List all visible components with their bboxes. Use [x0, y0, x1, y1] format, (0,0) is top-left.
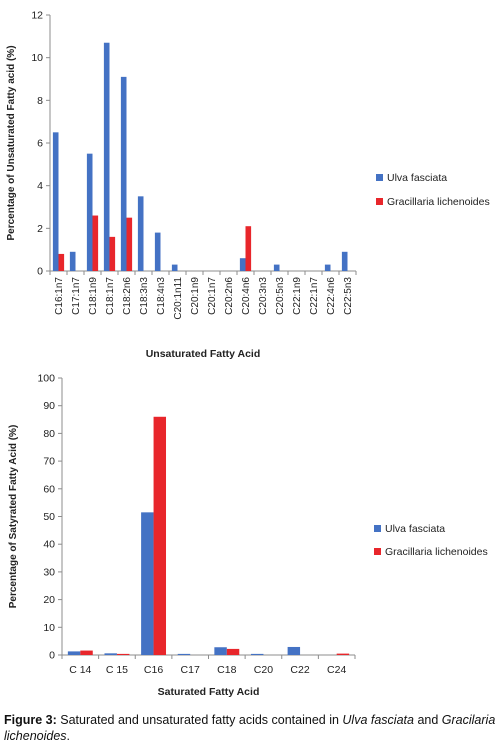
figure-caption: Figure 3: Saturated and unsaturated fatt… — [4, 712, 496, 744]
unsat-bar — [109, 236, 116, 271]
unsat-y-tick-label: 6 — [37, 138, 43, 150]
sat-y-tick-label: 0 — [49, 650, 55, 662]
sat-bar — [153, 416, 167, 655]
sat-category-label: C17 — [181, 664, 200, 676]
sat-bar — [67, 651, 81, 655]
unsat-bar — [245, 226, 252, 271]
unsat-bar — [126, 217, 133, 271]
unsat-bar — [239, 258, 246, 271]
unsat-category-label: C17:1n7 — [71, 277, 82, 315]
unsat-category-label: C22:1n9 — [292, 277, 303, 315]
unsat-category-label: C20:1n11 — [173, 277, 184, 320]
sat-category-label: C20 — [254, 664, 273, 676]
caption-text-after: . — [66, 729, 71, 743]
unsat-bar — [86, 153, 93, 271]
unsat-bar — [137, 196, 144, 271]
sat-x-axis-title: Saturated Fatty Acid — [158, 686, 260, 698]
sat-y-axis-title: Percentage of Satyrated Fatty Acid (%) — [8, 425, 19, 609]
unsat-legend-swatch — [376, 174, 383, 181]
unsat-category-label: C20:5n3 — [275, 277, 286, 315]
unsat-legend-label: Ulva fasciata — [387, 172, 447, 184]
sat-legend-label: Ulva fasciata — [385, 523, 445, 535]
unsat-y-tick-label: 12 — [31, 10, 43, 22]
sat-y-tick-label: 10 — [43, 622, 55, 634]
unsat-bar — [154, 232, 161, 271]
caption-text-between: and — [413, 713, 442, 727]
sat-bar — [250, 653, 264, 655]
unsat-category-label: C20:1n7 — [207, 277, 218, 315]
sat-y-tick-label: 70 — [43, 456, 55, 468]
caption-species-1: Ulva fasciata — [342, 713, 414, 727]
sat-y-tick-label: 40 — [43, 539, 55, 551]
sat-category-label: C22 — [290, 664, 309, 676]
unsat-category-label: C18:2n6 — [122, 277, 133, 315]
saturated-fatty-acid-chart: 0 10 20 30 40 50 60 70 80 90 100 C 14 C 15 C16 C17 C18 C… — [8, 373, 488, 699]
unsat-bar — [324, 264, 331, 271]
unsat-legend-swatch — [376, 198, 383, 205]
unsat-bar — [273, 264, 280, 271]
unsat-category-label: C20:4n6 — [241, 277, 252, 315]
unsat-bar — [58, 253, 65, 271]
unsat-bar — [120, 76, 127, 271]
sat-bar — [141, 512, 154, 655]
unsat-bar — [341, 251, 348, 271]
sat-bar — [177, 653, 191, 655]
unsat-y-tick-label: 8 — [37, 95, 43, 107]
unsat-y-tick-label: 2 — [37, 223, 43, 235]
sat-category-label: C 15 — [106, 664, 128, 676]
sat-y-tick-label: 60 — [43, 483, 55, 495]
unsat-y-tick-label: 4 — [37, 180, 43, 192]
unsat-category-label: C18:1n9 — [88, 277, 99, 315]
unsat-bar — [69, 251, 76, 271]
sat-y-tick-label: 50 — [43, 511, 55, 523]
sat-y-tick-label: 30 — [43, 566, 55, 578]
unsat-bar — [92, 215, 99, 271]
unsaturated-fatty-acid-chart: 0 2 4 6 8 10 12 C16:1n7 C17:1n7 C18:1n9 C18:1n7 C18… — [6, 10, 490, 361]
sat-category-label: C16 — [144, 664, 163, 676]
sat-legend-label: Gracillaria lichenoides — [385, 546, 488, 558]
sat-bar — [80, 650, 93, 655]
caption-species-2: Gracilaria lichenoides — [4, 713, 496, 743]
sat-y-tick-label: 80 — [43, 428, 55, 440]
caption-text-before: Saturated and unsaturated fatty acids co… — [56, 713, 343, 727]
unsat-category-label: C22:1n7 — [309, 277, 320, 315]
caption-label: Figure 3: — [4, 713, 57, 727]
unsat-category-label: C22:4n6 — [326, 277, 337, 315]
sat-legend-swatch — [374, 548, 381, 555]
sat-category-label: C 14 — [69, 664, 91, 676]
unsat-category-label: C18:3n3 — [139, 277, 150, 315]
sat-bar — [226, 648, 240, 655]
unsat-category-label: C18:4n3 — [156, 277, 167, 315]
sat-bar — [287, 646, 301, 655]
sat-bar — [116, 653, 130, 655]
sat-y-tick-label: 20 — [43, 594, 55, 606]
sat-bar — [104, 653, 117, 655]
sat-category-label: C18 — [217, 664, 236, 676]
unsat-y-tick-label: 0 — [37, 266, 43, 278]
unsat-y-tick-label: 10 — [31, 52, 43, 64]
unsat-category-label: C20:1n9 — [190, 277, 201, 315]
unsat-bar — [52, 132, 59, 271]
sat-bar — [336, 653, 350, 655]
unsat-category-label: C22:5n3 — [343, 277, 354, 315]
sat-y-tick-label: 90 — [43, 400, 55, 412]
unsat-category-label: C20:3n3 — [258, 277, 269, 315]
unsat-bar — [103, 42, 110, 271]
sat-category-label: C24 — [327, 664, 346, 676]
unsat-bar — [171, 264, 178, 271]
unsat-x-axis-title: Unsaturated Fatty Acid — [146, 348, 261, 360]
unsat-category-label: C16:1n7 — [54, 277, 65, 315]
unsat-category-label: C20:2n6 — [224, 277, 235, 315]
unsat-category-label: C18:1n7 — [105, 277, 116, 315]
sat-legend-swatch — [374, 525, 381, 532]
unsat-legend-label: Gracillaria lichenoides — [387, 196, 490, 208]
sat-bar — [214, 647, 227, 655]
unsat-y-axis-title: Percentage of Unsaturated Fatty acid (%) — [6, 45, 17, 240]
sat-y-tick-label: 100 — [37, 373, 55, 385]
